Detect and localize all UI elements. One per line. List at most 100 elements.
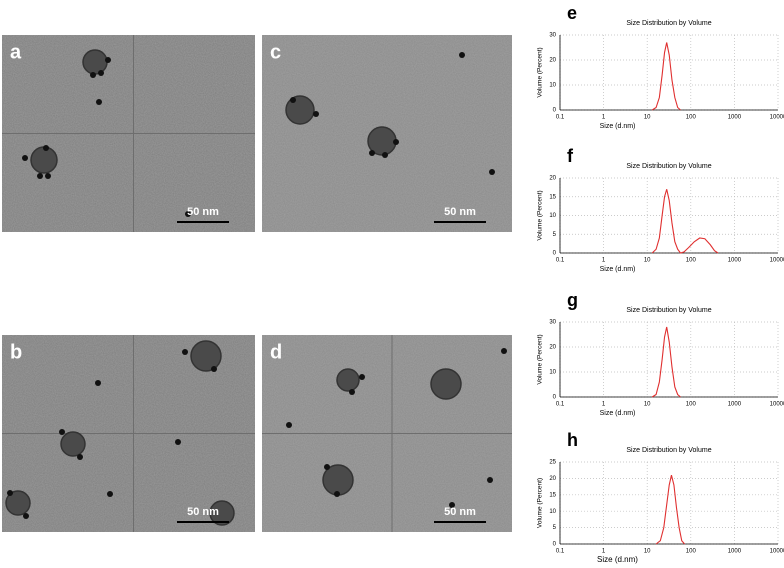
y-tick-label: 30 (549, 33, 556, 39)
particle (30, 146, 58, 174)
nanoparticle (324, 464, 330, 470)
dls-chart: e Size Distribution by Volume 0 10 20 30 0.1 1 1… (537, 3, 784, 130)
y-tick-label: 20 (549, 476, 556, 482)
x-axis-label: Size (d.nm) (600, 266, 636, 273)
x-tick-label: 100 (686, 258, 697, 264)
panel-label: c (270, 41, 281, 63)
chart-title: Size Distribution by Volume (626, 447, 711, 454)
particle (190, 340, 222, 372)
x-tick-label: 10 (644, 258, 651, 264)
nanoparticle (334, 491, 340, 497)
x-tick-label: 1 (602, 115, 606, 121)
y-tick-label: 20 (549, 345, 556, 351)
dls-chart: g Size Distribution by Volume 0 10 20 30 0.1 1 1… (537, 290, 784, 417)
particle (209, 500, 235, 526)
nanoparticle (393, 139, 399, 145)
panel-label: a (10, 41, 22, 63)
panel-label: b (10, 341, 22, 363)
nanoparticle (349, 389, 355, 395)
scale-bar (177, 521, 229, 523)
y-tick-label: 10 (549, 370, 556, 376)
y-tick-label: 15 (549, 492, 556, 498)
y-axis-label: Volume (Percent) (537, 478, 544, 528)
nanoparticle (59, 429, 65, 435)
size-curve (651, 189, 719, 254)
x-axis-label: Size (d.nm) (600, 410, 636, 417)
nanoparticle (96, 99, 102, 105)
nanoparticle (185, 211, 191, 217)
nanoparticle (449, 502, 455, 508)
x-tick-label: 10 (644, 549, 651, 555)
y-tick-label: 0 (553, 395, 557, 401)
x-tick-label: 0.1 (556, 549, 565, 555)
x-tick-label: 10 (644, 115, 651, 121)
scale-bar (177, 221, 229, 223)
nanoparticle (105, 57, 111, 63)
scale-bar (434, 521, 486, 523)
x-tick-label: 100 (686, 115, 697, 121)
scale-bar-label: 50 nm (444, 506, 476, 518)
x-tick-label: 10000 (770, 549, 784, 555)
x-tick-label: 100 (686, 549, 697, 555)
scale-bar (434, 221, 486, 223)
tem-image: c 50 nm (262, 35, 512, 232)
scale-bar-label: 50 nm (444, 206, 476, 218)
nanoparticle (95, 380, 101, 386)
panel-label: h (567, 430, 578, 450)
nanoparticle (98, 70, 104, 76)
nanoparticle (290, 97, 296, 103)
panel-label: g (567, 290, 578, 310)
nanoparticle (382, 152, 388, 158)
scale-bar-label: 50 nm (187, 506, 219, 518)
nanoparticle (369, 150, 375, 156)
nanoparticle (175, 439, 181, 445)
tem-image: a 50 nm (2, 35, 255, 232)
chart-title: Size Distribution by Volume (626, 163, 711, 170)
x-tick-label: 1 (602, 402, 606, 408)
size-curve (651, 326, 681, 398)
x-tick-label: 10000 (770, 402, 784, 408)
panel-label: d (270, 341, 282, 363)
y-tick-label: 20 (549, 58, 556, 64)
y-tick-label: 20 (549, 176, 556, 182)
nanoparticle (7, 490, 13, 496)
nanoparticle (22, 155, 28, 161)
x-axis-label: Size (d.nm) (600, 123, 636, 130)
x-tick-label: 1 (602, 258, 606, 264)
nanoparticle (501, 348, 507, 354)
y-tick-label: 30 (549, 320, 556, 326)
y-tick-label: 10 (549, 213, 556, 219)
y-tick-label: 25 (549, 460, 556, 466)
nanoparticle (37, 173, 43, 179)
y-tick-label: 0 (553, 542, 557, 548)
size-curve (651, 42, 681, 111)
tem-image: b 50 nm (2, 335, 255, 532)
y-tick-label: 0 (553, 108, 557, 114)
panel-label: e (567, 3, 577, 23)
particle (336, 368, 360, 392)
scale-bar-label: 50 nm (187, 206, 219, 218)
x-tick-label: 1000 (728, 115, 742, 121)
y-tick-label: 10 (549, 509, 556, 515)
size-curve (655, 474, 685, 545)
nanoparticle (313, 111, 319, 117)
nanoparticle (182, 349, 188, 355)
particle (60, 431, 86, 457)
chart-title: Size Distribution by Volume (626, 307, 711, 314)
x-tick-label: 1 (602, 549, 606, 555)
particle (82, 49, 108, 75)
x-tick-label: 0.1 (556, 402, 565, 408)
x-axis-label: Size (d.nm) (597, 555, 638, 564)
nanoparticle (489, 169, 495, 175)
nanoparticle (459, 52, 465, 58)
nanoparticle (43, 145, 49, 151)
x-tick-label: 1000 (728, 549, 742, 555)
y-axis-label: Volume (Percent) (537, 190, 544, 240)
y-axis-label: Volume (Percent) (537, 47, 544, 97)
nanoparticle (107, 491, 113, 497)
tem-image: d 50 nm (262, 335, 512, 532)
chart-title: Size Distribution by Volume (626, 20, 711, 27)
y-tick-label: 5 (553, 525, 557, 531)
nanoparticle (45, 173, 51, 179)
